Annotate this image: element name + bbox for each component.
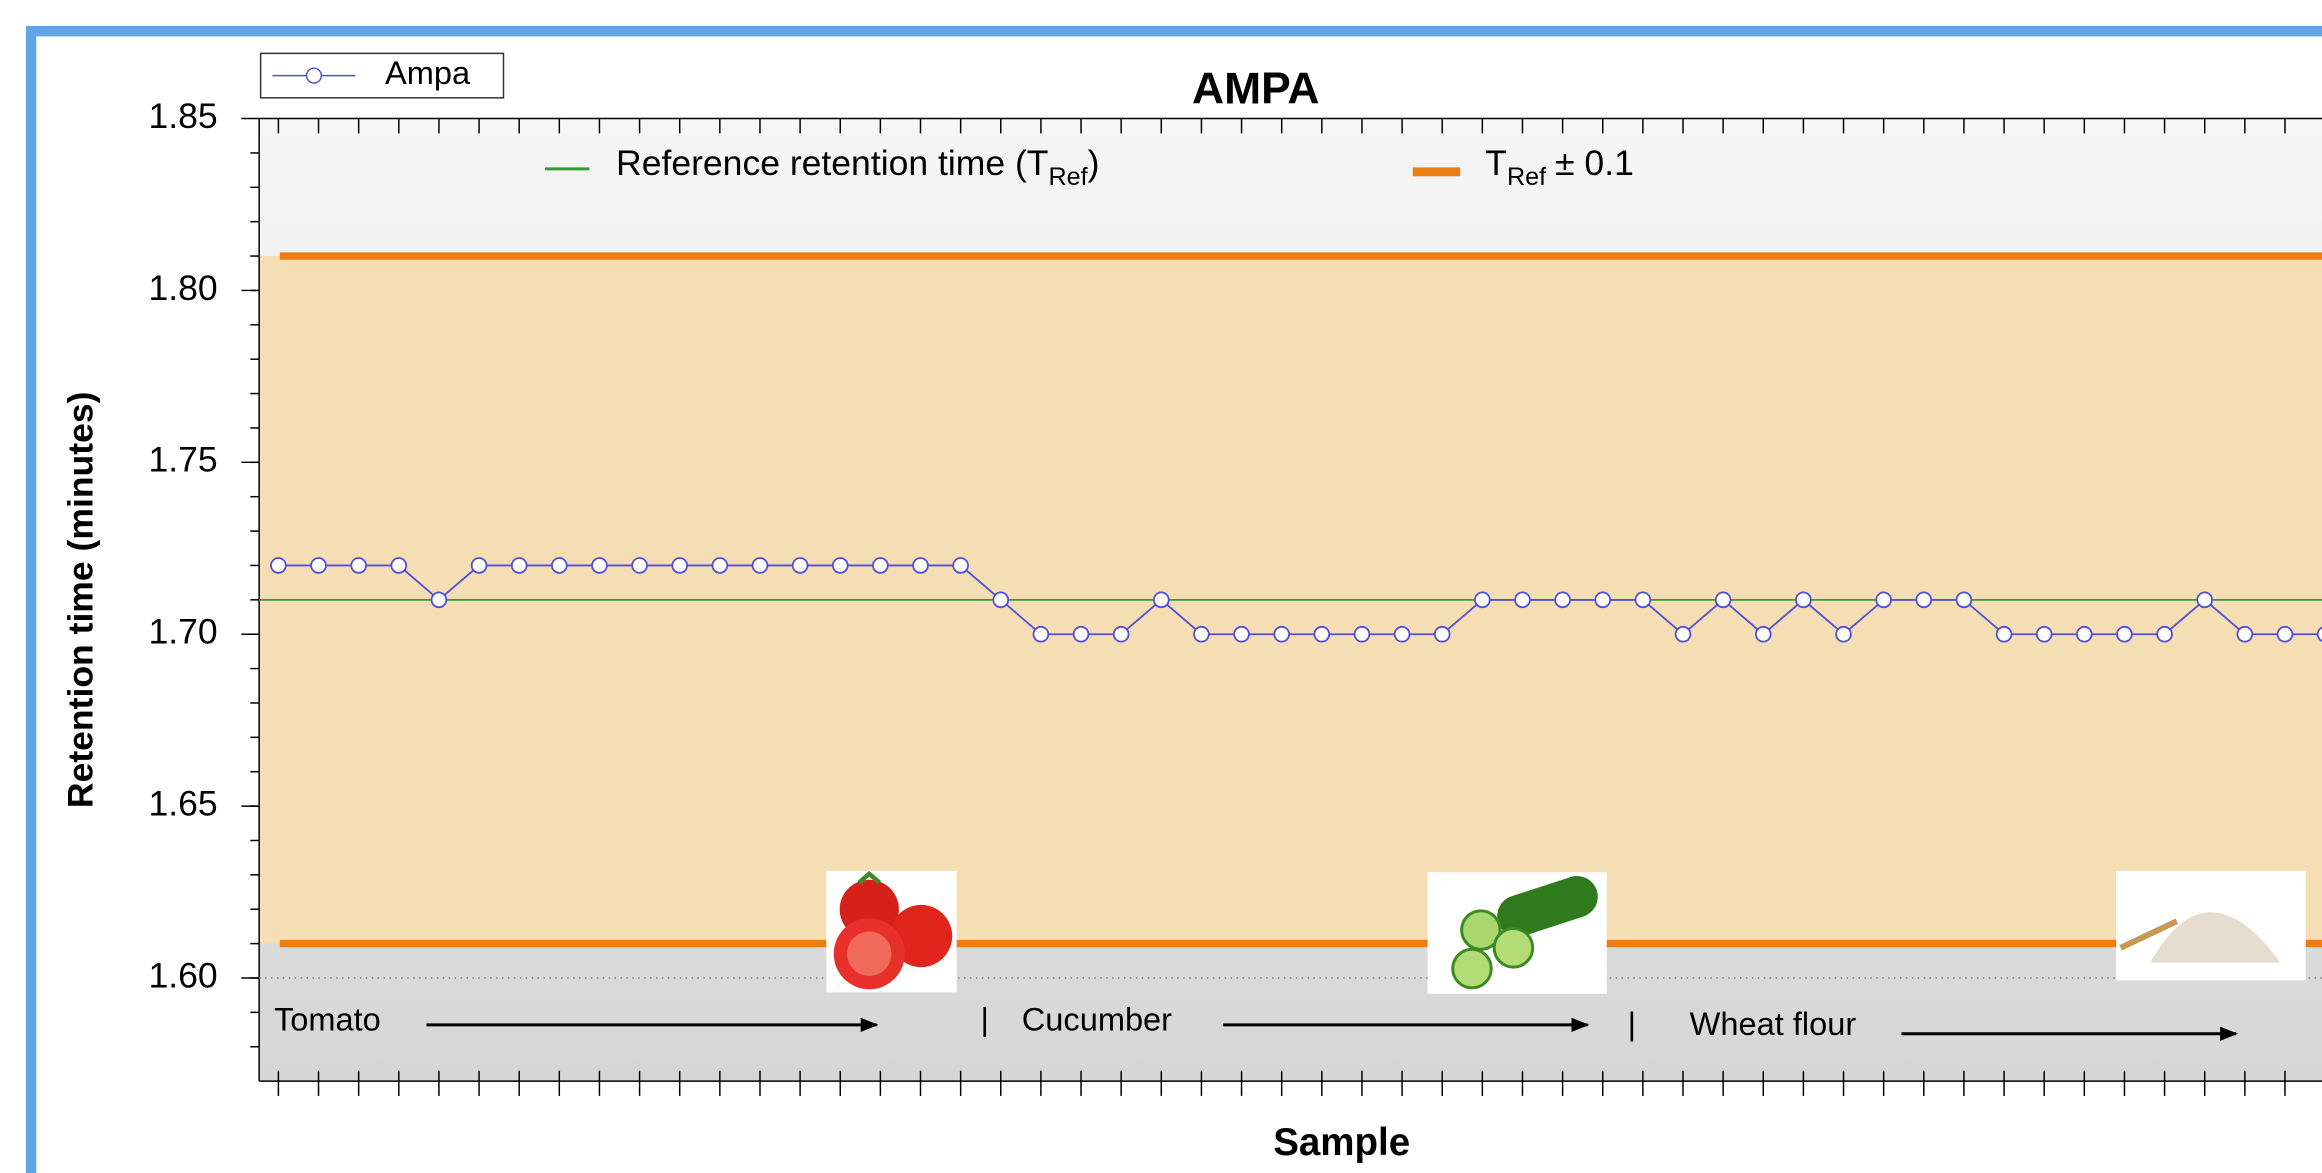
annotation: Wheat flour [1690, 1006, 1857, 1042]
slice [1460, 909, 1502, 951]
point [1072, 625, 1090, 643]
chart-title: AMPA [1192, 65, 1319, 114]
point [872, 557, 889, 574]
point [2196, 591, 2214, 609]
y-tick-label: 1.60 [149, 955, 218, 995]
point [1514, 591, 1531, 609]
y-tick-label: 1.85 [149, 96, 218, 136]
point [1153, 591, 1170, 609]
slice [1451, 947, 1493, 990]
point [2076, 625, 2093, 643]
annotation: Tomato [274, 1001, 381, 1037]
point [1674, 625, 1692, 643]
point [992, 591, 1010, 609]
annotations: Tomato | Cucumber | Wheat flour [274, 1001, 2238, 1042]
subscript: Ref [1507, 162, 1547, 190]
x-axis-label: Sample [1273, 1121, 1410, 1164]
point [1112, 625, 1130, 643]
point [1754, 625, 1772, 643]
point [1634, 591, 1652, 609]
point [1875, 591, 1892, 609]
point [711, 557, 729, 574]
point [2236, 625, 2254, 643]
legend-marker [305, 67, 323, 84]
text: ± 0.1 [1555, 143, 1634, 183]
band-legend: TRef ± 0.1 [1485, 143, 1634, 190]
stem [857, 870, 882, 885]
point [631, 557, 648, 574]
wheat [2119, 918, 2179, 951]
point [270, 557, 287, 574]
point [1474, 591, 1491, 609]
legend-label: Ampa [385, 55, 471, 91]
point [1554, 591, 1571, 609]
y-tick-label: 1.80 [149, 268, 218, 308]
point [1273, 625, 1290, 643]
point [1995, 625, 2013, 643]
tomato-image [826, 870, 957, 993]
text: Reference retention time (T [616, 143, 1048, 183]
point [1393, 625, 1411, 643]
y-tick-label: 1.65 [149, 783, 218, 823]
slice [1492, 927, 1535, 969]
point [791, 557, 809, 574]
point [591, 557, 608, 574]
point [1955, 591, 1973, 609]
point [430, 591, 448, 609]
point [831, 557, 849, 574]
point [551, 557, 568, 574]
y-tick-label: 1.70 [149, 612, 218, 652]
point [350, 557, 367, 574]
point [671, 557, 689, 574]
point [310, 557, 327, 574]
point [2276, 625, 2294, 643]
point [1353, 625, 1371, 643]
separator: | [1628, 1006, 1636, 1042]
text: ) [1088, 143, 1100, 183]
point [2316, 626, 2322, 642]
point [952, 557, 969, 574]
point [1594, 591, 1612, 609]
subscript: Ref [1049, 162, 1089, 190]
plot: 1.60 1.65 1.70 1.75 1.80 1.85 [149, 96, 2322, 1096]
point [1313, 625, 1331, 643]
point [470, 557, 488, 574]
point [1714, 591, 1732, 609]
y-axis-label: Retention time (minutes) [60, 392, 100, 809]
flour [2150, 912, 2281, 963]
reference-legend: Reference retention time (TRef) [616, 143, 1099, 190]
point [390, 557, 408, 574]
point [1193, 625, 1210, 643]
text: T [1485, 143, 1507, 183]
series-line [278, 564, 2322, 636]
point [1915, 591, 1933, 609]
point [1795, 591, 1812, 609]
frame [25, 25, 2322, 1173]
point [510, 557, 528, 574]
point [2156, 625, 2173, 643]
y-tick-label: 1.75 [149, 440, 218, 480]
tomato [890, 904, 953, 968]
cucumber-image [1427, 872, 1607, 994]
point [1835, 625, 1852, 643]
point [1233, 625, 1250, 643]
point [1032, 625, 1050, 643]
cucumber [1497, 876, 1598, 937]
flour-image [2116, 870, 2306, 981]
point [912, 557, 929, 574]
point [1433, 625, 1451, 643]
legend: Ampa [259, 52, 505, 99]
annotation: Cucumber [1022, 1001, 1172, 1037]
tomato-cut [847, 931, 892, 976]
point [2116, 625, 2133, 643]
separator: | [981, 1001, 989, 1037]
point [751, 557, 769, 574]
point [2035, 625, 2053, 643]
